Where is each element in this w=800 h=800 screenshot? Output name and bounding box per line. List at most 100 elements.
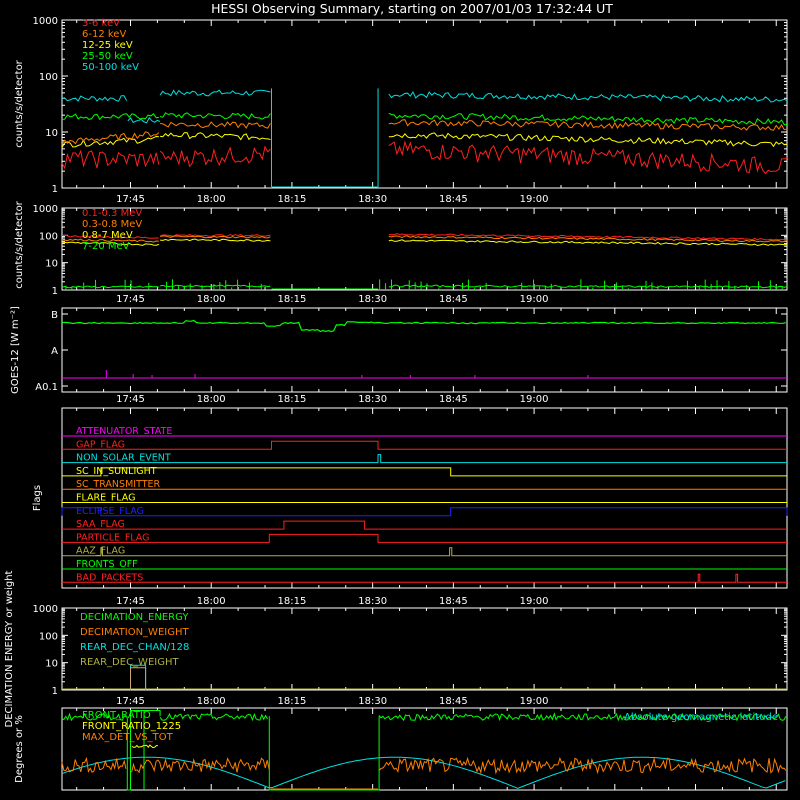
goes-long-line xyxy=(61,319,786,333)
max-det-line xyxy=(131,757,270,774)
flag-line xyxy=(62,573,787,583)
chart-title: HESSI Observing Summary, starting on 200… xyxy=(211,1,613,16)
series-line xyxy=(160,284,271,288)
flag-label: FRONTS_OFF xyxy=(76,559,138,570)
legend-entry: FRONT_RATIO_1225 xyxy=(82,721,181,732)
legend-entry: DECIMATION_ENERGY xyxy=(80,612,189,623)
y-tick-label: A xyxy=(51,346,58,357)
y-tick-label: 100 xyxy=(39,231,58,242)
y-tick-label: 1000 xyxy=(33,604,58,615)
series-line xyxy=(159,112,271,120)
x-tick-label: 18:30 xyxy=(358,294,387,305)
legend-entry: 0.8-7 MeV xyxy=(82,230,133,241)
x-tick-label: 18:15 xyxy=(278,194,307,205)
panel-flags-frame xyxy=(61,407,788,589)
series-line xyxy=(388,140,788,175)
max-det-line xyxy=(61,756,127,773)
max-det-line xyxy=(378,756,787,775)
flag-label: ATTENUATOR_STATE xyxy=(76,426,172,437)
panel-ratio-frame xyxy=(61,707,788,791)
series-line xyxy=(61,135,159,148)
flag-label: NON_SOLAR_EVENT xyxy=(76,453,171,464)
x-tick-label: 18:00 xyxy=(197,194,226,205)
series-line xyxy=(61,241,160,246)
panel-goes: B A A0.1 GOES-12 [W m⁻²] 17:45 18:00 18:15 18:3… xyxy=(10,306,788,405)
flag-label: BAD_PACKETS xyxy=(76,572,143,583)
y-axis-label: counts/s/detector xyxy=(14,59,25,147)
x-tick-label: 19:00 xyxy=(520,394,549,405)
flag-line xyxy=(62,533,787,543)
panels-group: 1 10 100 1000 counts/s/detector 17:45 18:00 18:… xyxy=(4,16,788,791)
flag-line xyxy=(61,507,788,517)
flag-line xyxy=(62,520,787,530)
front-ratio-line xyxy=(126,710,161,791)
panel-goes-frame xyxy=(61,307,788,393)
front-ratio-line xyxy=(159,712,268,722)
x-tick-label: 19:00 xyxy=(520,696,549,707)
series-line xyxy=(159,145,271,168)
series-line xyxy=(61,238,159,243)
y-tick-label: 100 xyxy=(39,72,58,83)
y-tick-label: 100 xyxy=(39,631,58,642)
latitude-line xyxy=(61,756,786,789)
panel-decimation: 1 10 100 1000 DECIMATION ENERGY or weight 17:… xyxy=(4,570,788,727)
front-ratio-1225-line xyxy=(131,744,158,749)
x-tick-label: 18:00 xyxy=(197,294,226,305)
legend-entry: 6-12 keV xyxy=(82,29,126,40)
y-axis-label: counts/s/detector xyxy=(14,200,25,288)
flag-label: ECLIPSE_FLAG xyxy=(76,506,144,517)
series-line xyxy=(61,131,160,145)
x-tick-label: 17:45 xyxy=(116,394,145,405)
panel-gamma: 1 10 100 1000 counts/s/detector 17:45 18:00 18:… xyxy=(14,200,788,305)
panel-gamma-frame xyxy=(61,207,788,291)
flag-label: SAA_FLAG xyxy=(76,519,125,530)
x-tick-label: 18:15 xyxy=(278,596,307,607)
series-line xyxy=(159,233,271,237)
series-line xyxy=(388,119,788,131)
series-line xyxy=(388,132,788,148)
x-tick-label: 18:45 xyxy=(439,394,468,405)
x-tick-label: 18:30 xyxy=(358,696,387,707)
legend-entry: REAR_DEC_CHAN/128 xyxy=(80,642,189,653)
series-line xyxy=(388,284,788,289)
legend-entry: FRONT_RATIO xyxy=(82,710,151,721)
y-tick-label: 1 xyxy=(52,686,58,697)
flag-line xyxy=(62,467,787,477)
legend-entry: 7-20 MeV xyxy=(82,241,130,252)
legend-entry: REAR_DEC_WEIGHT xyxy=(80,657,179,668)
y-tick-label: 1 xyxy=(52,184,58,195)
x-tick-label: 18:15 xyxy=(278,294,307,305)
panel-hxr-frame xyxy=(61,19,788,189)
series-line xyxy=(388,112,788,126)
panel-decimation-frame xyxy=(61,607,788,691)
y-axis-label: Degrees or % xyxy=(14,715,25,783)
flag-line xyxy=(62,547,787,557)
series-line xyxy=(160,235,271,239)
y-axis-label: GOES-12 [W m⁻²] xyxy=(10,306,21,394)
series-line xyxy=(388,90,788,103)
legend-entry: 25-50 keV xyxy=(82,51,133,62)
flag-label: PARTICLE_FLAG xyxy=(76,532,149,543)
flag-label: GAP_FLAG xyxy=(76,439,125,450)
x-tick-label: 18:45 xyxy=(439,294,468,305)
flag-line xyxy=(62,440,787,450)
front-ratio-line xyxy=(61,712,127,722)
y-tick-label: A0.1 xyxy=(35,382,58,393)
series-line xyxy=(61,234,159,239)
y-tick-label: B xyxy=(51,310,58,321)
series-line xyxy=(160,238,271,242)
x-tick-label: 19:00 xyxy=(520,596,549,607)
x-tick-label: 17:45 xyxy=(116,596,145,607)
legend-entry: 50-100 keV xyxy=(82,62,139,73)
y-tick-label: 1 xyxy=(52,286,58,297)
flag-line xyxy=(62,454,787,464)
x-tick-label: 17:45 xyxy=(116,294,145,305)
x-tick-label: 18:15 xyxy=(278,696,307,707)
x-tick-label: 17:45 xyxy=(116,194,145,205)
legend-entry: 12-25 keV xyxy=(82,40,133,51)
x-tick-label: 18:30 xyxy=(358,596,387,607)
x-tick-label: 18:45 xyxy=(439,194,468,205)
y-tick-label: 10 xyxy=(45,659,58,670)
y-axis-label: DECIMATION ENERGY or weight xyxy=(4,570,15,727)
